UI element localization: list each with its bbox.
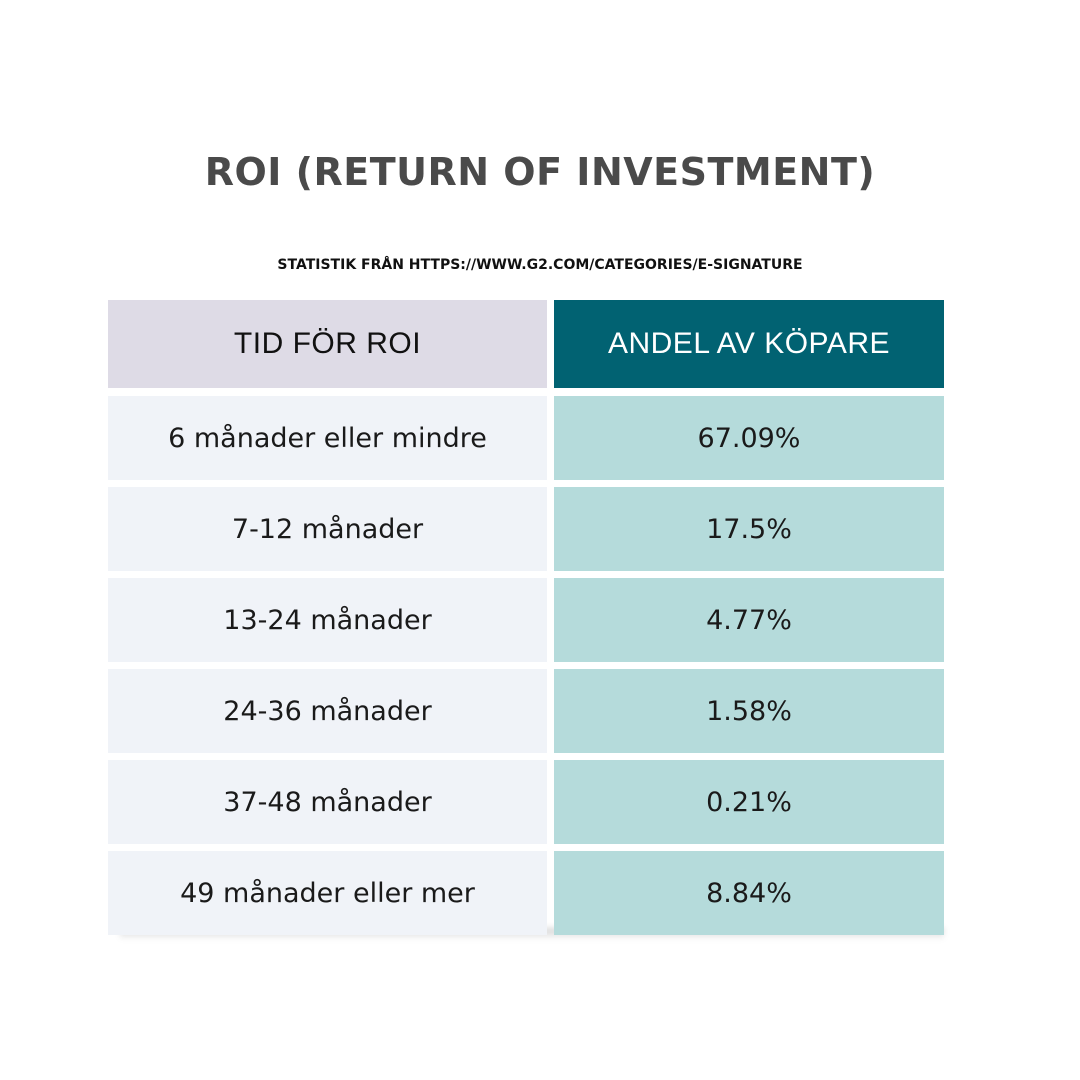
table-row: 24-36 månader 1.58% (108, 669, 944, 753)
row-label: 13-24 månader (108, 578, 547, 662)
header-cell-share: ANDEL AV KÖPARE (554, 300, 944, 388)
row-label: 37-48 månader (108, 760, 547, 844)
table-row: 37-48 månader 0.21% (108, 760, 944, 844)
row-value: 67.09% (554, 396, 944, 480)
row-value: 0.21% (554, 760, 944, 844)
row-value: 4.77% (554, 578, 944, 662)
row-label: 7-12 månader (108, 487, 547, 571)
row-label: 24-36 månader (108, 669, 547, 753)
row-value: 1.58% (554, 669, 944, 753)
source-subtitle: STATISTIK FRÅN HTTPS://WWW.G2.COM/CATEGO… (277, 257, 803, 273)
row-value: 8.84% (554, 851, 944, 935)
table-header-row: TID FÖR ROI ANDEL AV KÖPARE (108, 300, 944, 388)
table-row: 7-12 månader 17.5% (108, 487, 944, 571)
row-label: 6 månader eller mindre (108, 396, 547, 480)
table-row: 49 månader eller mer 8.84% (108, 851, 944, 935)
row-label: 49 månader eller mer (108, 851, 547, 935)
table-row: 13-24 månader 4.77% (108, 578, 944, 662)
table-row: 6 månader eller mindre 67.09% (108, 396, 944, 480)
header-cell-time: TID FÖR ROI (108, 300, 547, 388)
page-title: ROI (RETURN OF INVESTMENT) (204, 150, 876, 194)
row-value: 17.5% (554, 487, 944, 571)
